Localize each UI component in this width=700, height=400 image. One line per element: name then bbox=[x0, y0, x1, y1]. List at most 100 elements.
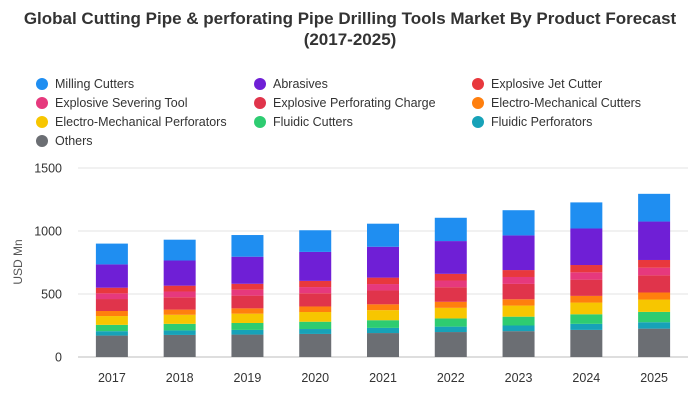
legend-item[interactable]: Electro-Mechanical Cutters bbox=[472, 95, 696, 110]
bar-segment[interactable] bbox=[231, 313, 264, 323]
bar-segment[interactable] bbox=[367, 310, 399, 321]
bar-segment[interactable] bbox=[163, 323, 196, 331]
bar-segment[interactable] bbox=[367, 246, 399, 278]
bar-segment[interactable] bbox=[95, 264, 128, 288]
bar-segment[interactable] bbox=[95, 331, 128, 336]
bar-segment[interactable] bbox=[502, 283, 535, 300]
bar-segment[interactable] bbox=[638, 193, 671, 222]
bar-segment[interactable] bbox=[95, 287, 128, 294]
bar-segment[interactable] bbox=[570, 272, 603, 280]
bar-segment[interactable] bbox=[231, 256, 264, 284]
legend-item[interactable]: Fluidic Perforators bbox=[472, 114, 696, 129]
bar-segment[interactable] bbox=[231, 334, 264, 357]
bar-segment[interactable] bbox=[163, 314, 196, 324]
bar-segment[interactable] bbox=[570, 279, 603, 296]
bar-segment[interactable] bbox=[502, 316, 535, 326]
bar-segment[interactable] bbox=[434, 332, 467, 357]
bar-segment[interactable] bbox=[163, 334, 196, 357]
legend-item[interactable]: Abrasives bbox=[254, 76, 472, 91]
bar-segment[interactable] bbox=[367, 320, 399, 328]
bar-segment[interactable] bbox=[367, 284, 399, 291]
bar-segment[interactable] bbox=[231, 235, 264, 257]
bar-segment[interactable] bbox=[95, 324, 128, 332]
bar-segment[interactable] bbox=[231, 283, 264, 290]
bar-segment[interactable] bbox=[299, 251, 332, 281]
bar-segment[interactable] bbox=[434, 301, 467, 308]
bar-segment[interactable] bbox=[163, 260, 196, 286]
bar-segment[interactable] bbox=[299, 293, 332, 307]
bar-segment[interactable] bbox=[163, 239, 196, 261]
bar-segment[interactable] bbox=[163, 309, 196, 315]
bar-segment[interactable] bbox=[502, 305, 535, 317]
bar-segment[interactable] bbox=[299, 329, 332, 334]
bar-segment[interactable] bbox=[231, 308, 264, 314]
bar-segment[interactable] bbox=[367, 223, 399, 247]
bar-segment[interactable] bbox=[95, 335, 128, 357]
legend-item[interactable]: Electro-Mechanical Perforators bbox=[36, 114, 254, 129]
bar-segment[interactable] bbox=[434, 287, 467, 302]
bar-segment[interactable] bbox=[570, 323, 603, 330]
bar-segment[interactable] bbox=[570, 228, 603, 266]
bar-segment[interactable] bbox=[231, 295, 264, 309]
bar-segment[interactable] bbox=[434, 326, 467, 333]
bar-segment[interactable] bbox=[299, 287, 332, 294]
bar-segment[interactable] bbox=[638, 292, 671, 300]
legend-item[interactable]: Explosive Severing Tool bbox=[36, 95, 254, 110]
bar-segment[interactable] bbox=[502, 235, 535, 271]
bar-segment[interactable] bbox=[638, 275, 671, 293]
bar-segment[interactable] bbox=[638, 299, 671, 312]
bar-segment[interactable] bbox=[299, 230, 332, 252]
bar-segment[interactable] bbox=[163, 285, 196, 292]
bar-segment[interactable] bbox=[570, 295, 603, 303]
bar-segment[interactable] bbox=[299, 321, 332, 330]
bar-segment[interactable] bbox=[299, 333, 332, 357]
bar-segment[interactable] bbox=[638, 322, 671, 329]
bar-segment[interactable] bbox=[502, 276, 535, 284]
bar-segment[interactable] bbox=[367, 290, 399, 305]
bar-segment[interactable] bbox=[434, 307, 467, 319]
bar-segment[interactable] bbox=[367, 304, 399, 311]
bar-segment[interactable] bbox=[570, 302, 603, 315]
bar-segment[interactable] bbox=[638, 267, 671, 276]
legend-item[interactable]: Others bbox=[36, 133, 254, 148]
bar-segment[interactable] bbox=[502, 299, 535, 306]
bar-segment[interactable] bbox=[95, 311, 128, 317]
bar-segment[interactable] bbox=[95, 316, 128, 325]
bar-segment[interactable] bbox=[163, 291, 196, 298]
legend-item[interactable]: Fluidic Cutters bbox=[254, 114, 472, 129]
bar-segment[interactable] bbox=[638, 221, 671, 260]
bar-segment[interactable] bbox=[570, 314, 603, 324]
bar-segment[interactable] bbox=[163, 330, 196, 335]
bar-segment[interactable] bbox=[434, 273, 467, 281]
bar-segment[interactable] bbox=[367, 327, 399, 334]
bar-segment[interactable] bbox=[434, 217, 467, 242]
bar-segment[interactable] bbox=[638, 328, 671, 357]
bar-segment[interactable] bbox=[231, 322, 264, 330]
bar-segment[interactable] bbox=[638, 311, 671, 323]
bar-segment[interactable] bbox=[299, 312, 332, 322]
bar-segment[interactable] bbox=[570, 329, 603, 357]
bar-segment[interactable] bbox=[367, 277, 399, 285]
bar-segment[interactable] bbox=[502, 325, 535, 332]
bar-segment[interactable] bbox=[502, 210, 535, 236]
bar-segment[interactable] bbox=[231, 329, 264, 335]
bar-segment[interactable] bbox=[570, 202, 603, 229]
legend-item[interactable]: Explosive Perforating Charge bbox=[254, 95, 472, 110]
bar-segment[interactable] bbox=[502, 331, 535, 357]
bar-segment[interactable] bbox=[434, 241, 467, 274]
bar-segment[interactable] bbox=[299, 280, 332, 288]
bar-segment[interactable] bbox=[231, 289, 264, 296]
bar-segment[interactable] bbox=[638, 259, 671, 268]
bar-segment[interactable] bbox=[163, 297, 196, 310]
bar-segment[interactable] bbox=[299, 306, 332, 313]
bar-segment[interactable] bbox=[434, 280, 467, 288]
bar-segment[interactable] bbox=[95, 243, 128, 265]
bar-segment[interactable] bbox=[367, 333, 399, 357]
bar-segment[interactable] bbox=[502, 270, 535, 277]
legend-item[interactable]: Milling Cutters bbox=[36, 76, 254, 91]
legend-item[interactable]: Explosive Jet Cutter bbox=[472, 76, 696, 91]
bar-segment[interactable] bbox=[95, 293, 128, 300]
bar-segment[interactable] bbox=[95, 299, 128, 312]
bar-segment[interactable] bbox=[570, 265, 603, 273]
bar-segment[interactable] bbox=[434, 318, 467, 327]
